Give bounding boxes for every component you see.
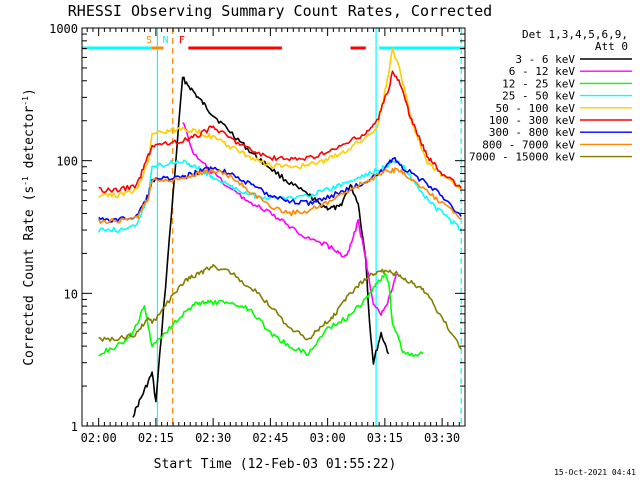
- x-tick-label: 03:15: [367, 431, 403, 445]
- series-line-7000-15000-kev: [98, 263, 462, 350]
- state-label-s: S: [146, 35, 152, 46]
- legend-item-label: 100 - 300 keV: [489, 114, 575, 127]
- y-tick-label: 1000: [49, 22, 78, 36]
- legend-subtitle: Att 0: [595, 40, 628, 53]
- chart-title: RHESSI Observing Summary Count Rates, Co…: [68, 2, 492, 20]
- x-tick-label: 02:45: [252, 431, 288, 445]
- legend-item-label: 7000 - 15000 keV: [469, 151, 575, 164]
- x-tick-label: 03:30: [424, 431, 460, 445]
- series-line-50-100-kev: [98, 46, 462, 199]
- x-tick-label: 02:00: [81, 431, 117, 445]
- state-label-n: N: [162, 35, 168, 46]
- legend-item-label: 25 - 50 keV: [502, 90, 575, 103]
- series-line-300-800-kev: [98, 156, 462, 223]
- legend-item-label: 800 - 7000 keV: [482, 138, 575, 151]
- series-line-800-7000-kev: [97, 167, 462, 224]
- series-line-3-6-kev: [132, 76, 390, 418]
- legend-item-label: 50 - 100 keV: [496, 102, 576, 115]
- plot-frame: [81, 27, 466, 427]
- y-axis-label: Corrected Count Rate (s-1 detector-1): [21, 88, 37, 366]
- state-label-f: F: [179, 35, 185, 46]
- series-line-100-300-kev: [98, 70, 462, 194]
- legend-item-label: 12 - 25 keV: [502, 77, 575, 90]
- y-tick-label: 1: [71, 420, 78, 434]
- footer-timestamp: 15-Oct-2021 04:41: [554, 468, 636, 477]
- x-tick-label: 02:15: [138, 431, 174, 445]
- y-axis: 1 10 100 1000: [49, 22, 465, 434]
- legend-title: Det 1,3,4,5,6,9,: [522, 28, 628, 41]
- legend-item-label: 3 - 6 keV: [515, 53, 575, 66]
- x-tick-label: 03:00: [310, 431, 346, 445]
- y-tick-label: 100: [56, 155, 78, 169]
- legend-item-label: 300 - 800 keV: [489, 126, 575, 139]
- series-line-6-12-kev: [182, 122, 398, 316]
- legend-item-label: 6 - 12 keV: [509, 65, 576, 78]
- y-tick-label: 10: [64, 287, 78, 301]
- x-tick-label: 02:30: [195, 431, 231, 445]
- series-line-12-25-kev: [98, 272, 424, 358]
- x-axis-label: Start Time (12-Feb-03 01:55:22): [154, 457, 397, 472]
- x-axis: 02:00 02:15 02:30 02:45 03:00 03:15 03:30: [81, 28, 460, 445]
